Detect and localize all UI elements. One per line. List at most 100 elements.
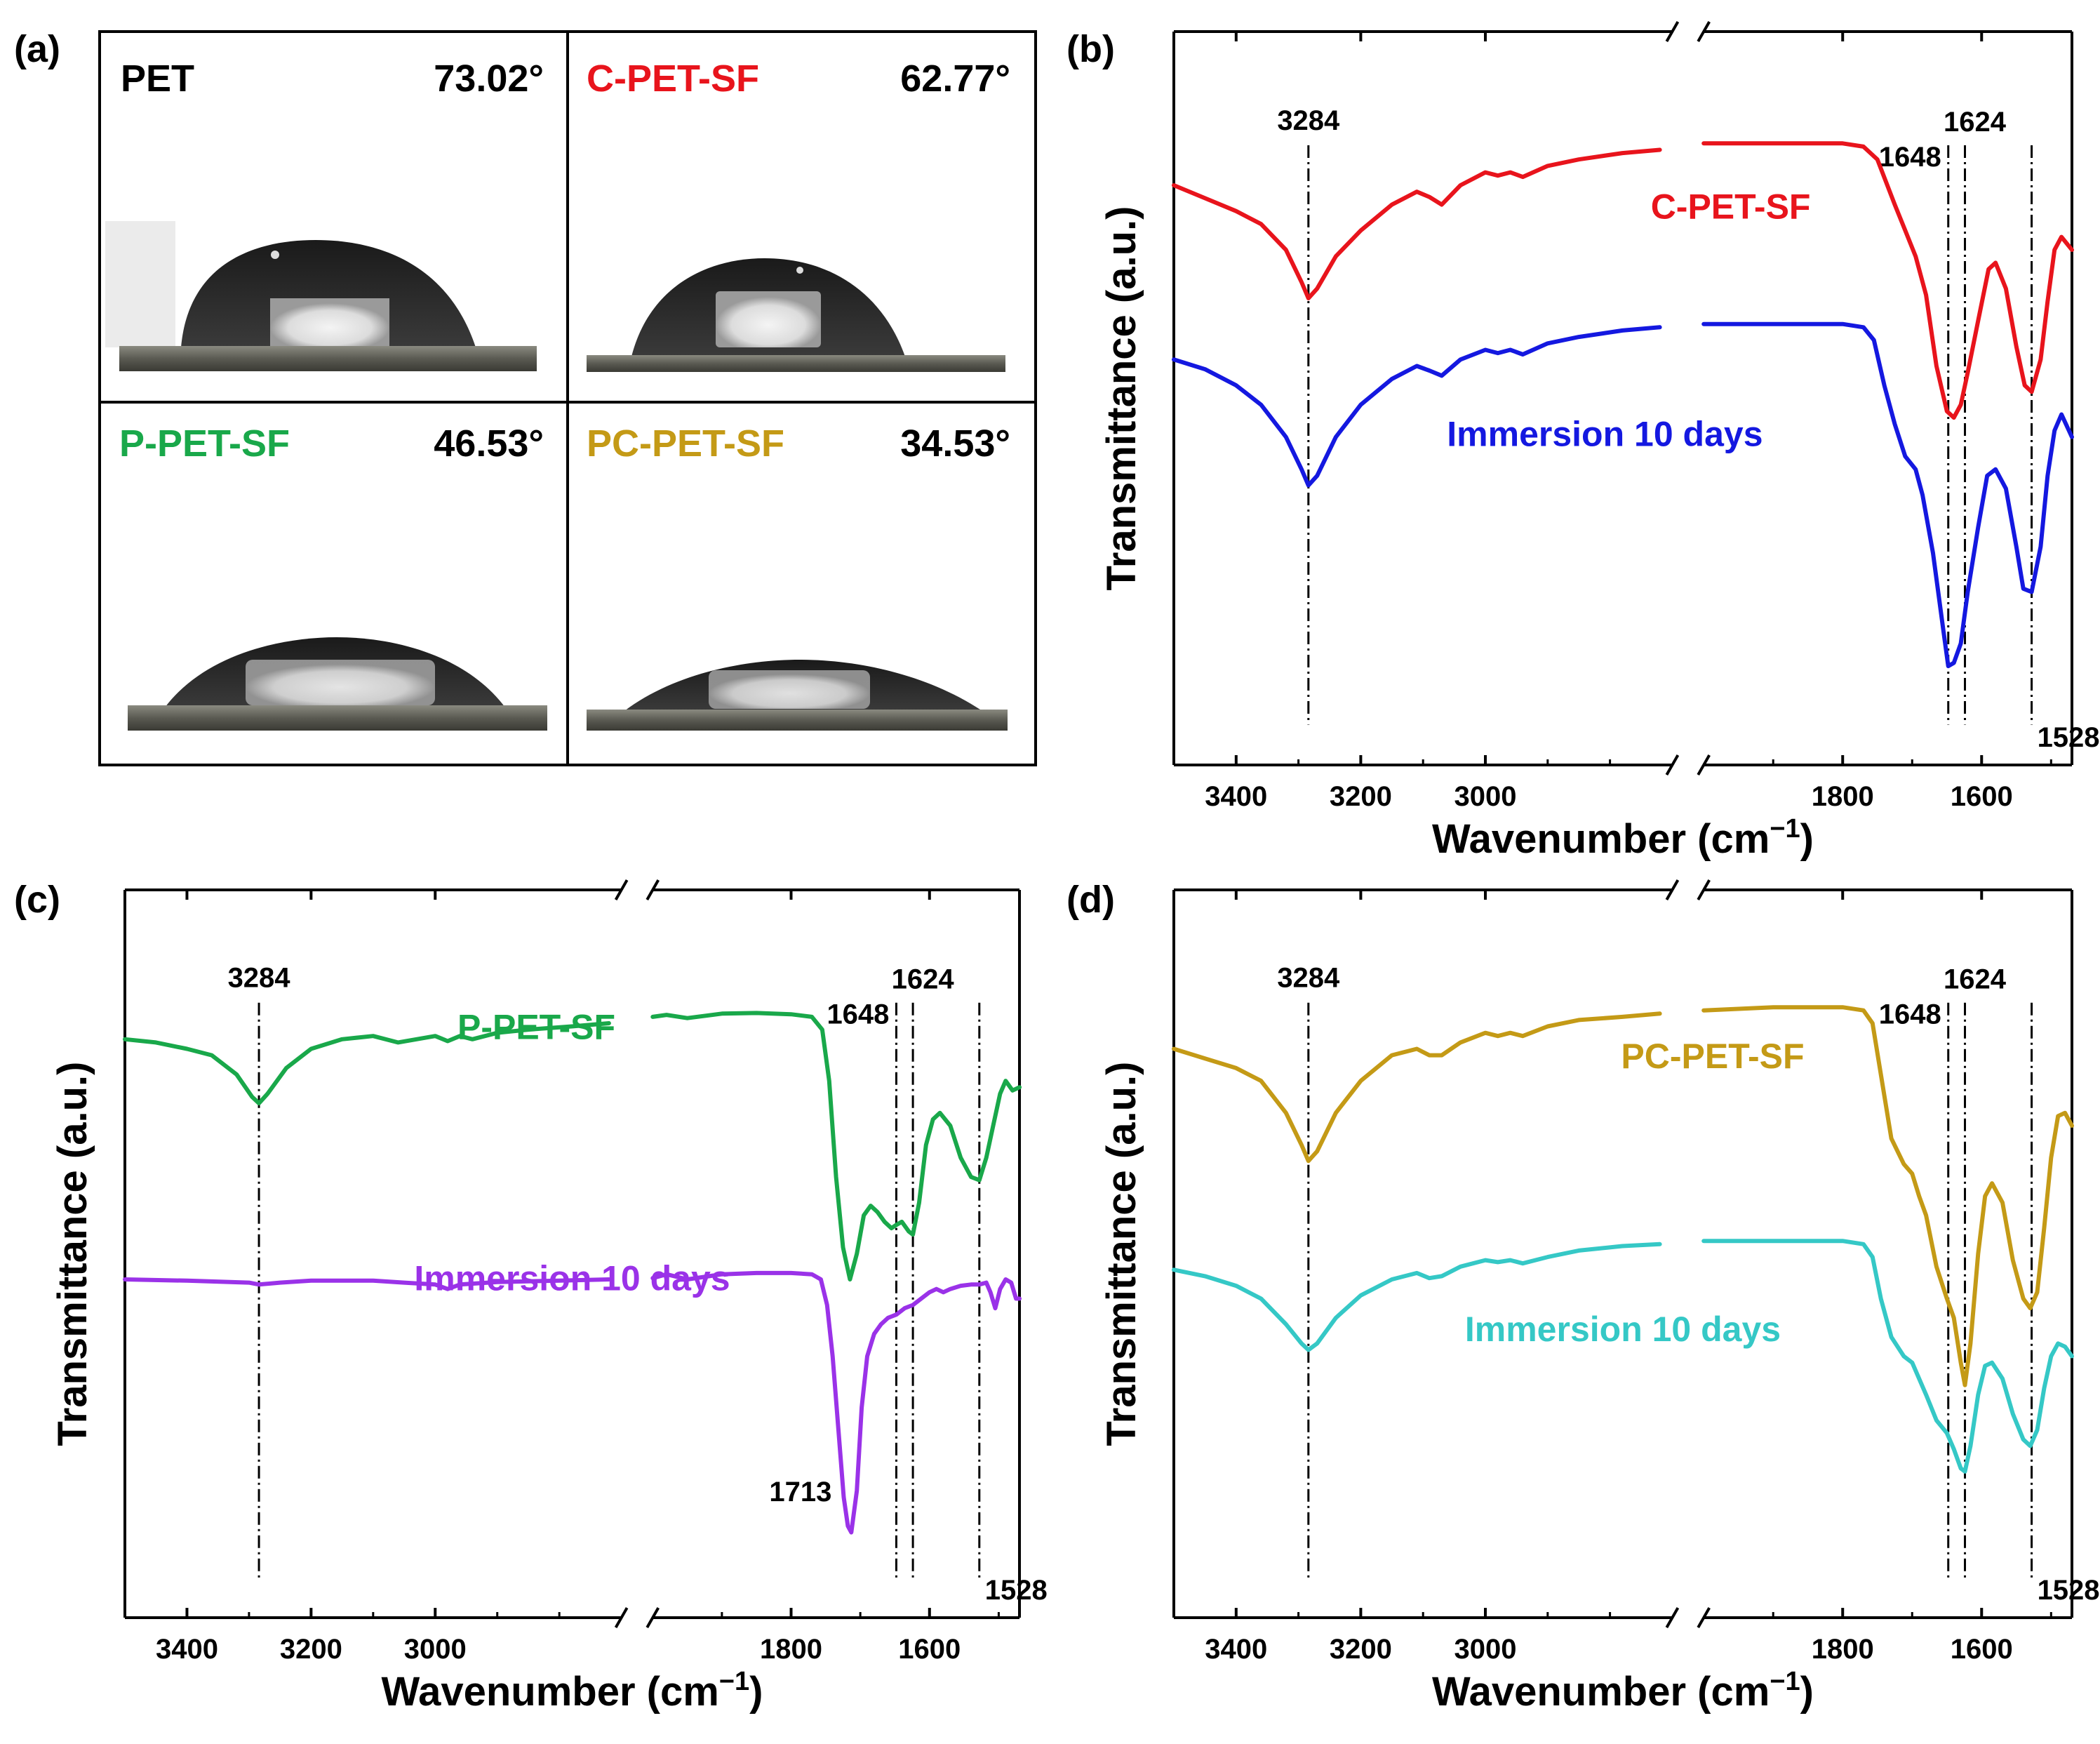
ppetsf-substrate [128, 705, 547, 731]
x-tick-label: 3000 [1454, 1634, 1517, 1665]
peak-label-3284: 3284 [228, 963, 291, 994]
series-immersion-10-days: Immersion 10 days [1172, 1239, 2074, 1474]
panel-b: (b) 3400 3200 3000 1800 1600 Wavenumber (cm−1)… [1066, 21, 2100, 862]
peak-label-1528: 1528 [2038, 722, 2100, 753]
x-tick-label: 3200 [280, 1634, 342, 1665]
cell-cpetsf-name: C-PET-SF [587, 58, 759, 100]
cpetsf-droplet-reflection [796, 267, 803, 274]
x-tick-label: 1600 [898, 1634, 961, 1665]
x-tick-label: 3200 [1330, 1634, 1392, 1665]
cell-c-pet-sf: C-PET-SF 62.77° [587, 58, 1010, 372]
pet-background-shade [105, 221, 175, 347]
peak-label-1648: 1648 [1879, 142, 1941, 173]
x-tick-label: 3400 [1205, 781, 1267, 812]
series-line-segment [1701, 141, 2074, 420]
peak-label-1624: 1624 [1944, 964, 2007, 995]
peak-label-3284: 3284 [1277, 963, 1340, 994]
cell-pcpetsf-angle: 34.53° [900, 422, 1010, 465]
x-ticks: 3400 3200 3000 1800 1600 [1205, 890, 2052, 1665]
cell-pet: PET 73.02° [105, 58, 544, 371]
series-label: PC-PET-SF [1621, 1037, 1804, 1076]
peak-label-1528: 1528 [985, 1575, 1048, 1606]
panel-a-letter: (a) [14, 28, 60, 70]
pcpetsf-droplet-highlight [709, 670, 870, 709]
series-label: Immersion 10 days [1465, 1310, 1781, 1349]
axes-frame [123, 888, 1021, 1619]
series-line-segment [1172, 325, 1662, 488]
panel-c-letter: (c) [14, 879, 60, 921]
series-line-segment [1701, 321, 2074, 669]
panel-c: (c) 3400 3200 3000 1800 1600 Wavenumber (cm−1)… [14, 879, 1048, 1715]
cell-ppetsf-angle: 46.53° [434, 422, 544, 465]
cell-cpetsf-angle: 62.77° [900, 58, 1010, 100]
y-axis-title: Transmittance (a.u.) [1099, 206, 1144, 591]
series-line-segment [1701, 1005, 2074, 1387]
cpetsf-droplet-highlight [716, 291, 821, 347]
x-tick-label: 1600 [1951, 781, 2013, 812]
panel-d: (d) 3400 3200 3000 1800 1600 Wavenumber (cm−1)… [1066, 879, 2100, 1715]
series-label: Immersion 10 days [1447, 414, 1763, 453]
x-tick-label: 1800 [1812, 1634, 1874, 1665]
x-axis-title: Wavenumber (cm−1) [382, 1667, 763, 1715]
peak-label-1648: 1648 [1879, 999, 1941, 1030]
series-pc-pet-sf: PC-PET-SF [1172, 1005, 2074, 1387]
cell-p-pet-sf: P-PET-SF 46.53° [119, 422, 547, 731]
x-tick-label: 3000 [1454, 781, 1517, 812]
cell-pcpetsf-name: PC-PET-SF [587, 422, 784, 465]
axis-break-mark [1665, 754, 1711, 776]
cell-ppetsf-name: P-PET-SF [119, 422, 290, 465]
x-tick-label: 3400 [156, 1634, 218, 1665]
panel-b-letter: (b) [1066, 28, 1115, 70]
pet-droplet-reflection [271, 251, 279, 259]
series-p-pet-sf: P-PET-SF [123, 1008, 1022, 1282]
peak-label-1528: 1528 [2038, 1575, 2100, 1606]
series-immersion-10-days: Immersion 10 days [1172, 321, 2074, 669]
series-label: C-PET-SF [1651, 187, 1811, 226]
axis-break-mark [1665, 21, 1711, 42]
ppetsf-droplet-highlight [246, 660, 435, 705]
x-tick-label: 1800 [760, 1634, 822, 1665]
series-line-segment [1172, 147, 1662, 300]
peak-label-1713: 1713 [769, 1477, 831, 1507]
pet-droplet [181, 240, 476, 347]
series-line-segment [650, 1011, 1022, 1282]
series-c-pet-sf: C-PET-SF [1172, 141, 2074, 420]
pet-substrate [119, 346, 537, 371]
pet-droplet-highlight [270, 298, 389, 347]
x-tick-label: 3400 [1205, 1634, 1267, 1665]
series-line-segment [1172, 1242, 1662, 1352]
axis-break-mark [614, 879, 660, 900]
series-line-segment [1172, 1011, 1662, 1164]
x-axis-title: Wavenumber (cm−1) [1432, 814, 1814, 862]
x-tick-label: 3200 [1330, 781, 1392, 812]
axis-break-mark [614, 1607, 660, 1628]
panel-d-letter: (d) [1066, 879, 1115, 921]
series-line-segment [123, 1021, 611, 1105]
series-immersion-10-days: Immersion 10 days [123, 1258, 1022, 1535]
pcpetsf-substrate [587, 710, 1008, 731]
cell-pet-name: PET [121, 58, 194, 100]
series-line-segment [1701, 1239, 2074, 1474]
y-axis-title: Transmittance (a.u.) [1099, 1062, 1144, 1446]
series-line-segment [123, 1277, 611, 1291]
peak-label-3284: 3284 [1277, 105, 1340, 136]
series-label: Immersion 10 days [414, 1258, 730, 1298]
axis-break-mark [1665, 879, 1711, 900]
x-axis-title: Wavenumber (cm−1) [1432, 1667, 1814, 1715]
peak-label-1648: 1648 [827, 999, 889, 1030]
y-axis-title: Transmittance (a.u.) [50, 1062, 95, 1446]
x-tick-label: 1800 [1812, 781, 1874, 812]
peak-label-1624: 1624 [1944, 107, 2007, 138]
x-ticks: 3400 3200 3000 1800 1600 [156, 890, 1000, 1665]
peak-label-1624: 1624 [892, 964, 955, 995]
x-tick-label: 3000 [404, 1634, 467, 1665]
axes-frame [1172, 888, 2073, 1619]
cell-pet-angle: 73.02° [434, 58, 544, 100]
cpetsf-substrate [587, 355, 1005, 372]
panel-a: (a) PET 73.02° C-PET-SF 62.77° P-PET-SF … [14, 28, 1037, 766]
series-line-segment [650, 1270, 1022, 1535]
